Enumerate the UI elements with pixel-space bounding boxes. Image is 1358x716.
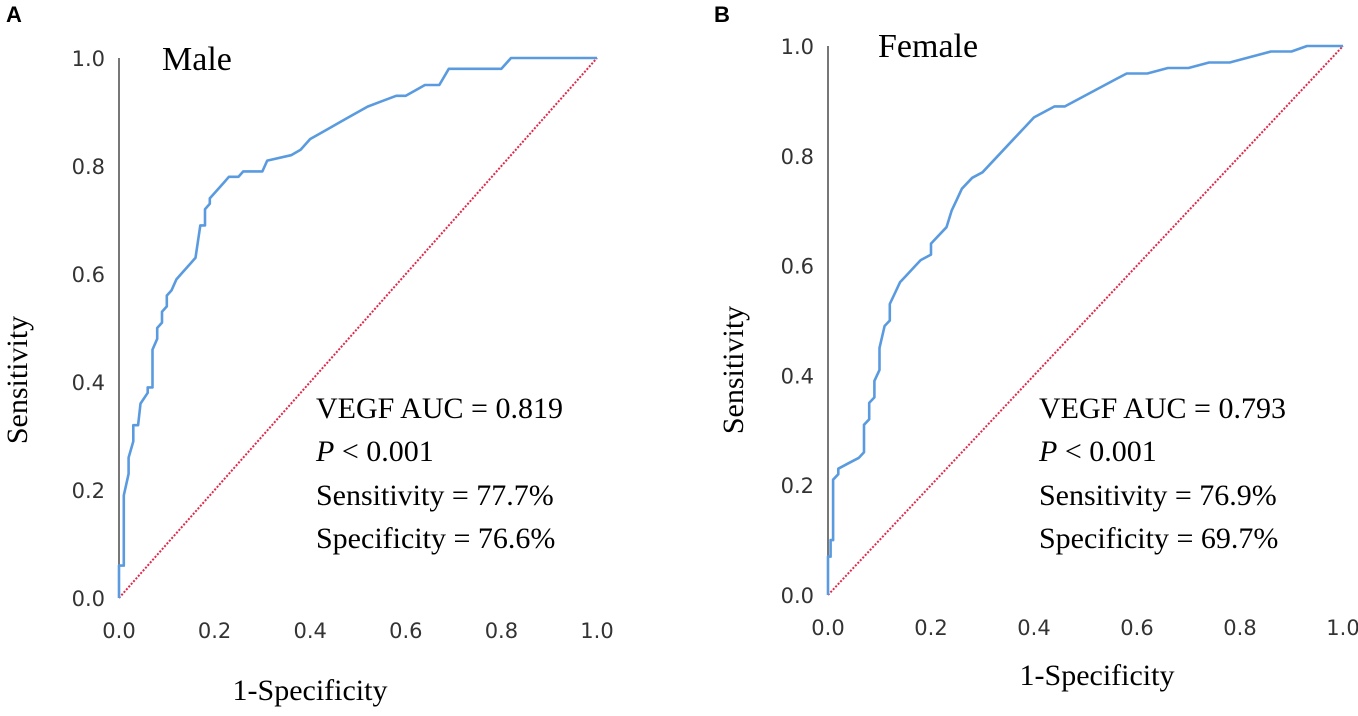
panel-b-y-tick-label: 0.8 — [781, 145, 814, 169]
panel-a-auc-text: VEGF AUC = 0.819 — [316, 392, 563, 425]
panel-a-male: A Male Sensitivity 1-Specificity 0.0 0.2 0… — [1, 2, 614, 707]
panel-b-p-symbol: P — [1038, 435, 1057, 468]
panel-a-p-text: P < 0.001 — [315, 435, 434, 468]
panel-b-ylabel: Sensitivity — [717, 306, 750, 434]
panel-a-y-tick-label: 1.0 — [72, 47, 105, 71]
panel-a-xlabel: 1-Specificity — [233, 674, 388, 707]
panel-b-auc-value: VEGF AUC = 0.793 — [1039, 392, 1286, 425]
panel-b-reference-layer — [827, 45, 1344, 596]
panel-a-x-tick-label: 0.4 — [293, 619, 326, 643]
panel-a-x-tick-label: 0.2 — [198, 619, 231, 643]
panel-b-y-ticks: 0.0 0.2 0.4 0.6 0.8 1.0 — [781, 35, 814, 608]
panel-b-x-tick-label: 1.0 — [1326, 616, 1358, 640]
panel-b-y-tick-label: 0.4 — [781, 364, 814, 388]
panel-a-y-tick-label: 0.4 — [72, 371, 105, 395]
panel-b-female: B Female Sensitivity 1-Specificity 0.0 0.… — [714, 2, 1358, 692]
panel-a-x-tick-label: 0.6 — [389, 619, 422, 643]
panel-b-annotations: VEGF AUC = 0.793 P < 0.001 Sensitivity =… — [1038, 392, 1286, 555]
panel-b-letter: B — [714, 2, 730, 27]
panel-a-letter: A — [6, 2, 22, 27]
panel-b-reference-line — [827, 45, 1344, 596]
panel-b-x-tick-label: 0.6 — [1120, 616, 1153, 640]
panel-b-roc-layer — [826, 44, 1343, 595]
panel-b-x-tick-label: 0.2 — [914, 616, 947, 640]
panel-a-x-tick-label: 1.0 — [580, 619, 613, 643]
panel-b-y-tick-label: 0.2 — [781, 474, 814, 498]
panel-a-auc-value: VEGF AUC = 0.819 — [316, 392, 563, 425]
panel-b-auc-text: VEGF AUC = 0.793 — [1039, 392, 1286, 425]
panel-b-roc-curve-vegf — [826, 44, 1343, 595]
panel-b-specificity-text: Specificity = 69.7% — [1039, 522, 1278, 555]
panel-b-x-tick-label: 0.0 — [811, 616, 844, 640]
panel-b-y-tick-label: 0.6 — [781, 255, 814, 279]
panel-b-p-value: < 0.001 — [1057, 435, 1156, 468]
panel-a-x-tick-label: 0.8 — [485, 619, 518, 643]
panel-a-annotations: VEGF AUC = 0.819 P < 0.001 Sensitivity =… — [315, 392, 563, 555]
panel-b-y-tick-label: 0.0 — [781, 584, 814, 608]
panel-a-roc-curve-vegf — [117, 56, 597, 598]
panel-a-reference-line — [118, 57, 598, 599]
panel-b-xlabel: 1-Specificity — [1020, 659, 1175, 692]
panel-a-specificity-text: Specificity = 76.6% — [316, 522, 555, 555]
panel-a-title: Male — [162, 41, 232, 78]
panel-a-y-tick-label: 0.6 — [72, 263, 105, 287]
panel-b-x-tick-label: 0.4 — [1017, 616, 1050, 640]
panel-a-y-tick-label: 0.8 — [72, 155, 105, 179]
panel-b-x-ticks: 0.0 0.2 0.4 0.6 0.8 1.0 — [811, 616, 1358, 640]
panel-a-x-tick-label: 0.0 — [102, 619, 135, 643]
panel-a-p-symbol: P — [315, 435, 334, 468]
panel-a-roc-layer — [117, 56, 597, 598]
panel-b-title: Female — [878, 28, 978, 65]
panel-a-p-value: < 0.001 — [334, 435, 433, 468]
panel-a-x-ticks: 0.0 0.2 0.4 0.6 0.8 1.0 — [102, 619, 613, 643]
panel-a-y-ticks: 0.0 0.2 0.4 0.6 0.8 1.0 — [72, 47, 105, 611]
panel-a-ylabel: Sensitivity — [1, 316, 34, 444]
panel-a-y-tick-label: 0.2 — [72, 479, 105, 503]
panel-a-reference-layer — [118, 57, 598, 599]
panel-a-y-tick-label: 0.0 — [72, 587, 105, 611]
panel-a-sensitivity-text: Sensitivity = 77.7% — [316, 479, 554, 512]
panel-b-sensitivity-text: Sensitivity = 76.9% — [1039, 479, 1277, 512]
panel-b-x-tick-label: 0.8 — [1223, 616, 1256, 640]
panel-b-y-tick-label: 1.0 — [781, 35, 814, 59]
panel-b-p-text: P < 0.001 — [1038, 435, 1157, 468]
